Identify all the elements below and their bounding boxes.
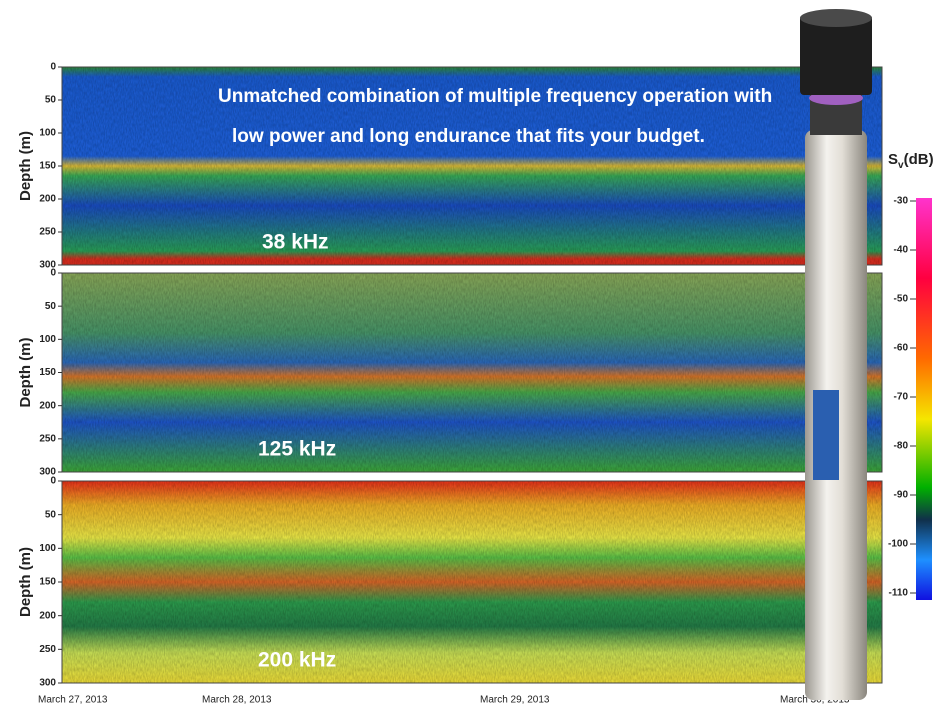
depth-tick-label: 300 <box>39 467 56 478</box>
y-axis-label: Depth (m) <box>17 547 34 617</box>
frequency-label: 200 kHz <box>258 649 336 672</box>
depth-tick-label: 300 <box>39 260 56 271</box>
echogram-panel <box>62 481 882 683</box>
depth-tick-label: 100 <box>39 543 56 554</box>
depth-tick-label: 0 <box>50 62 56 73</box>
colorbar-tick-label: -110 <box>889 588 909 599</box>
depth-tick-label: 200 <box>39 610 56 621</box>
colorbar-tick-label: -40 <box>894 245 909 256</box>
depth-tick-label: 50 <box>45 95 57 106</box>
depth-tick-label: 0 <box>50 476 56 487</box>
colorbar <box>916 198 932 600</box>
depth-tick-label: 100 <box>39 128 56 139</box>
depth-tick-label: 150 <box>39 367 56 378</box>
depth-tick-label: 0 <box>50 268 56 279</box>
colorbar-tick-label: -90 <box>894 490 909 501</box>
headline-line-2: low power and long endurance that fits y… <box>232 126 705 147</box>
colorbar-tick-label: -100 <box>888 539 908 550</box>
echogram-panel <box>62 273 882 472</box>
x-tick-label: March 30, 2013 <box>780 695 850 706</box>
colorbar-tick-label: -80 <box>894 441 909 452</box>
colorbar-tick-label: -70 <box>894 392 909 403</box>
depth-tick-label: 150 <box>39 161 56 172</box>
y-axis-label: Depth (m) <box>17 131 34 201</box>
colorbar-tick-label: -30 <box>894 196 909 207</box>
colorbar-title: Sv(dB) <box>888 151 934 171</box>
colorbar-tick-label: -50 <box>894 294 909 305</box>
frequency-label: 125 kHz <box>258 438 336 461</box>
instrument <box>800 9 872 700</box>
x-tick-label: March 27, 2013 <box>38 695 108 706</box>
depth-tick-label: 200 <box>39 194 56 205</box>
depth-tick-label: 50 <box>45 509 57 520</box>
depth-tick-label: 250 <box>39 227 56 238</box>
y-axis-label: Depth (m) <box>17 338 34 408</box>
colorbar-tick-label: -60 <box>894 343 909 354</box>
frequency-label: 38 kHz <box>262 231 329 254</box>
depth-tick-label: 250 <box>39 644 56 655</box>
echogram-panel <box>62 67 882 265</box>
depth-tick-label: 250 <box>39 433 56 444</box>
depth-tick-label: 100 <box>39 334 56 345</box>
depth-tick-label: 50 <box>45 301 57 312</box>
headline-line-1: Unmatched combination of multiple freque… <box>218 86 772 107</box>
x-tick-label: March 28, 2013 <box>202 695 272 706</box>
depth-tick-label: 150 <box>39 577 56 588</box>
x-tick-label: March 29, 2013 <box>480 695 550 706</box>
depth-tick-label: 300 <box>39 678 56 689</box>
depth-tick-label: 200 <box>39 400 56 411</box>
